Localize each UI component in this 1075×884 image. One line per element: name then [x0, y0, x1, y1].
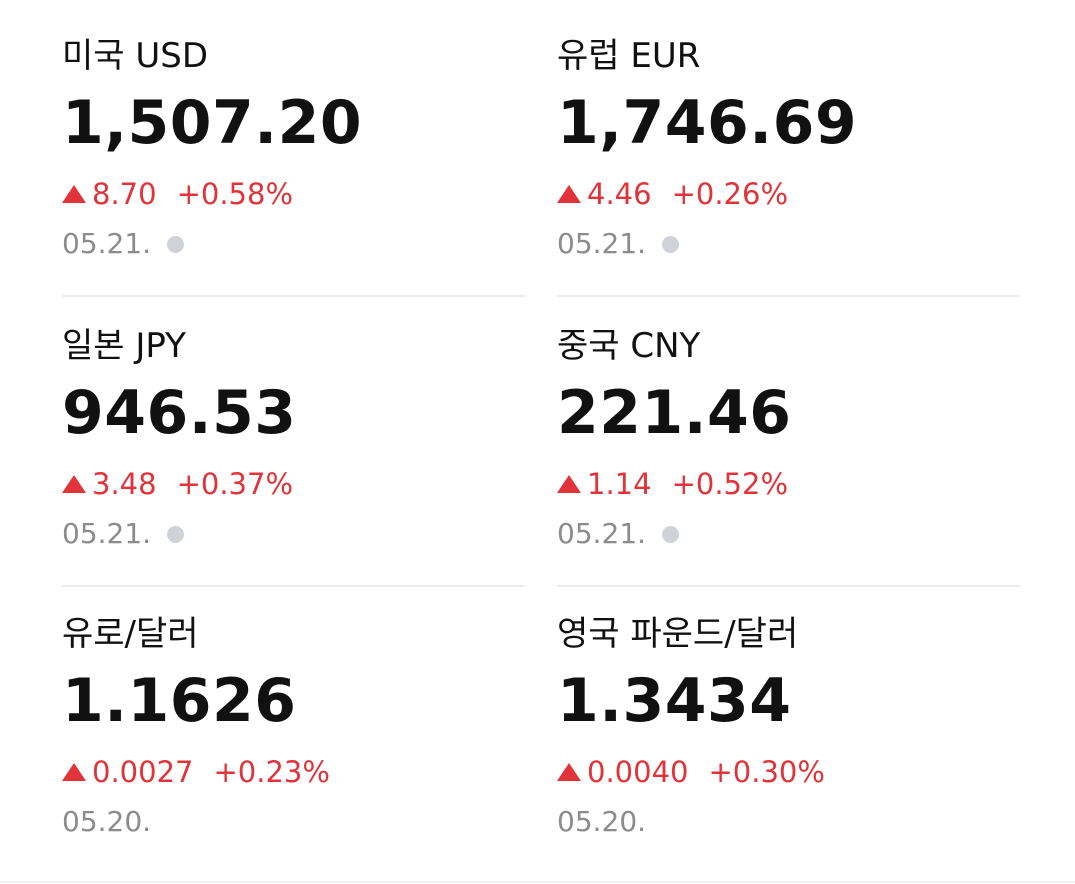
change-percent: +0.52%: [671, 467, 789, 501]
change-row: 0.0027 +0.23%: [62, 752, 330, 792]
rate: 1.1626: [62, 666, 297, 736]
date: 05.21.: [557, 517, 647, 550]
rate-card[interactable]: 유로/달러 1.1626 0.0027 +0.23% 05.20.: [62, 578, 527, 868]
separator: [62, 585, 525, 587]
status-dot: [662, 525, 680, 543]
rate: 221.46: [557, 378, 792, 448]
rate: 1.3434: [557, 666, 792, 736]
change-row: 8.70 +0.58%: [62, 174, 293, 214]
status-dot: [167, 235, 185, 253]
up-arrow: [62, 185, 86, 203]
status-dot: [662, 235, 680, 253]
change: 1.14: [587, 467, 652, 501]
separator: [557, 295, 1020, 297]
date-row: 05.21.: [62, 514, 185, 554]
change: 0.0027: [92, 755, 194, 789]
date-row: 05.21.: [557, 224, 680, 264]
change: 3.48: [92, 467, 157, 501]
change-percent: +0.23%: [213, 755, 330, 789]
date-row: 05.21.: [62, 224, 185, 264]
rate-card[interactable]: 미국 USD 1,507.20 8.70 +0.58% 05.21.: [62, 0, 527, 297]
change-row: 3.48 +0.37%: [62, 464, 293, 504]
date-row: 05.21.: [557, 514, 680, 554]
rate: 1,507.20: [62, 88, 363, 158]
rate-card[interactable]: 유럽 EUR 1,746.69 4.46 +0.26% 05.21.: [557, 0, 1022, 297]
rate-card[interactable]: 영국 파운드/달러 1.3434 0.0040 +0.30% 05.20.: [557, 578, 1022, 868]
currency-name: 유로/달러: [62, 614, 199, 654]
rate: 946.53: [62, 378, 297, 448]
bottom-border: [0, 881, 1075, 883]
date-row: 05.20.: [557, 802, 646, 842]
currency-name: 미국 USD: [62, 36, 209, 76]
date: 05.21.: [62, 517, 152, 550]
currency-name: 중국 CNY: [557, 326, 701, 366]
status-dot: [167, 525, 185, 543]
up-arrow: [62, 475, 86, 493]
date: 05.20.: [62, 805, 152, 838]
separator: [62, 295, 525, 297]
change-percent: +0.26%: [671, 177, 789, 211]
rate-card[interactable]: 일본 JPY 946.53 3.48 +0.37% 05.21.: [62, 290, 527, 587]
change-percent: +0.30%: [708, 755, 825, 789]
change-percent: +0.37%: [176, 467, 294, 501]
currency-name: 영국 파운드/달러: [557, 614, 799, 654]
rate: 1,746.69: [557, 88, 858, 158]
currency-name: 일본 JPY: [62, 326, 186, 366]
date: 05.21.: [62, 227, 152, 260]
date-row: 05.20.: [62, 802, 151, 842]
date: 05.21.: [557, 227, 647, 260]
change-row: 0.0040 +0.30%: [557, 752, 825, 792]
up-arrow: [62, 763, 86, 781]
up-arrow: [557, 185, 581, 203]
change: 0.0040: [587, 755, 689, 789]
up-arrow: [557, 763, 581, 781]
rate-card[interactable]: 중국 CNY 221.46 1.14 +0.52% 05.21.: [557, 290, 1022, 587]
change-row: 1.14 +0.52%: [557, 464, 788, 504]
change: 8.70: [92, 177, 157, 211]
date: 05.20.: [557, 805, 647, 838]
change-percent: +0.58%: [176, 177, 294, 211]
change: 4.46: [587, 177, 652, 211]
change-row: 4.46 +0.26%: [557, 174, 788, 214]
up-arrow: [557, 475, 581, 493]
currency-name: 유럽 EUR: [557, 36, 701, 76]
separator: [557, 585, 1020, 587]
